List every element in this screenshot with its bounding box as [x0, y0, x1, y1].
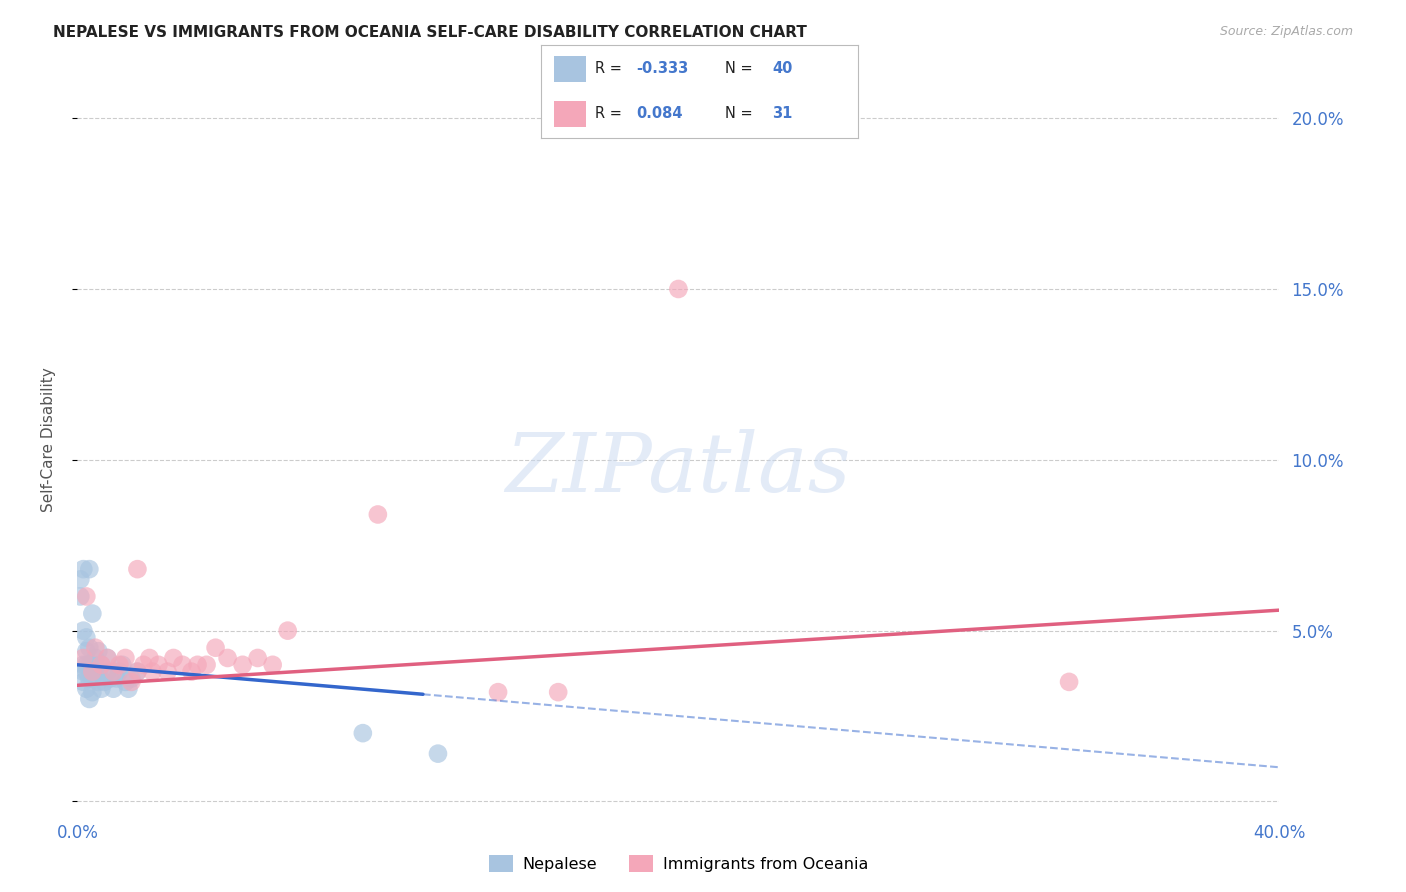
Point: [105, 672, 128, 686]
Point: [100, 672, 122, 686]
Text: -0.333: -0.333: [637, 61, 689, 76]
Point: [262, 657, 284, 672]
Point: [547, 685, 569, 699]
Point: [96, 651, 118, 665]
Point: [72, 624, 94, 638]
Point: [187, 657, 209, 672]
Point: [79, 640, 101, 655]
Point: [1057, 674, 1080, 689]
Bar: [554, 101, 586, 127]
Point: [277, 624, 299, 638]
Point: [127, 665, 149, 679]
Point: [72, 657, 94, 672]
Point: [352, 726, 374, 740]
Y-axis label: Self-Care Disability: Self-Care Disability: [42, 367, 56, 512]
Point: [103, 681, 125, 696]
Point: [367, 508, 389, 522]
Point: [72, 562, 94, 576]
Point: [114, 651, 136, 665]
Point: [120, 672, 142, 686]
Point: [195, 657, 218, 672]
Point: [172, 657, 194, 672]
Point: [75, 657, 97, 672]
Text: R =: R =: [595, 61, 627, 76]
Point: [82, 657, 104, 672]
Point: [114, 674, 136, 689]
Point: [84, 651, 107, 665]
Text: N =: N =: [725, 61, 756, 76]
Point: [204, 640, 226, 655]
Point: [79, 657, 101, 672]
Point: [75, 590, 97, 604]
Point: [162, 651, 184, 665]
Point: [120, 674, 142, 689]
Text: 0.084: 0.084: [637, 106, 683, 121]
Point: [90, 657, 112, 672]
Text: 31: 31: [772, 106, 793, 121]
Point: [246, 651, 269, 665]
Point: [127, 562, 149, 576]
Point: [72, 651, 94, 665]
Point: [82, 607, 104, 621]
Point: [82, 672, 104, 686]
Point: [132, 657, 155, 672]
Point: [486, 685, 509, 699]
Point: [668, 282, 690, 296]
Point: [108, 657, 131, 672]
Point: [90, 681, 112, 696]
Point: [87, 644, 110, 658]
Point: [108, 665, 131, 679]
Point: [90, 657, 112, 672]
Point: [79, 672, 101, 686]
Point: [79, 692, 101, 706]
Text: N =: N =: [725, 106, 756, 121]
Point: [148, 657, 170, 672]
Point: [103, 665, 125, 679]
Point: [69, 590, 91, 604]
Point: [75, 681, 97, 696]
Point: [93, 674, 115, 689]
Point: [72, 674, 94, 689]
Point: [75, 665, 97, 679]
Point: [427, 747, 450, 761]
Point: [96, 651, 118, 665]
Point: [180, 665, 202, 679]
Text: NEPALESE VS IMMIGRANTS FROM OCEANIA SELF-CARE DISABILITY CORRELATION CHART: NEPALESE VS IMMIGRANTS FROM OCEANIA SELF…: [53, 25, 807, 40]
Point: [72, 665, 94, 679]
Point: [84, 665, 107, 679]
Bar: [554, 56, 586, 82]
Point: [69, 573, 91, 587]
Point: [217, 651, 239, 665]
Point: [82, 685, 104, 699]
Point: [156, 665, 179, 679]
Point: [87, 674, 110, 689]
Point: [84, 640, 107, 655]
Point: [232, 657, 254, 672]
Legend: Nepalese, Immigrants from Oceania: Nepalese, Immigrants from Oceania: [482, 849, 875, 879]
Point: [79, 562, 101, 576]
Point: [82, 665, 104, 679]
Point: [138, 651, 160, 665]
Point: [96, 665, 118, 679]
Point: [75, 644, 97, 658]
Point: [117, 681, 139, 696]
Point: [127, 665, 149, 679]
Point: [75, 631, 97, 645]
Point: [87, 665, 110, 679]
Text: R =: R =: [595, 106, 627, 121]
Text: ZIPatlas: ZIPatlas: [506, 429, 851, 509]
Text: Source: ZipAtlas.com: Source: ZipAtlas.com: [1219, 25, 1353, 38]
Text: 40: 40: [772, 61, 793, 76]
Point: [141, 665, 163, 679]
Point: [111, 657, 134, 672]
